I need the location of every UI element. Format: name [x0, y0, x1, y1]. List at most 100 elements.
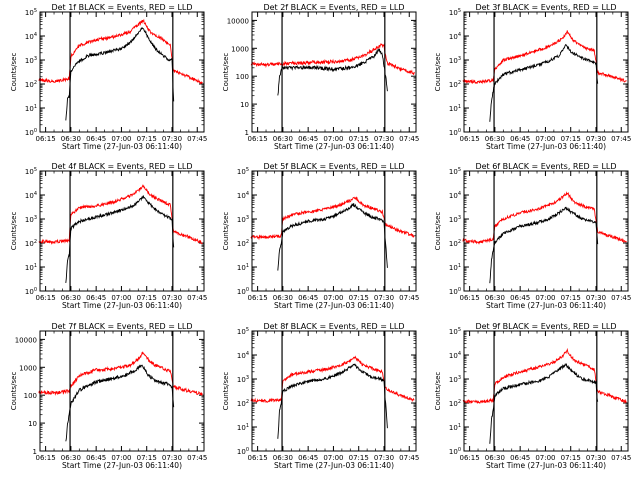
y-tick-label: 104: [237, 191, 249, 200]
panel-title: Det 7f BLACK = Events, RED = LLD: [51, 322, 192, 331]
x-tick-label: 07:00: [535, 294, 555, 302]
plot-frame: [39, 11, 205, 133]
y-axis-label: Counts/sec: [222, 372, 230, 411]
y-tick-label: 100: [237, 447, 249, 456]
y-tick-label: 102: [237, 399, 249, 408]
y-tick-label: 10000: [15, 336, 37, 344]
x-tick-label: 07:45: [187, 294, 207, 302]
x-tick-label: 07:15: [137, 135, 157, 143]
y-tick-label: 1000: [19, 364, 37, 372]
panel-title: Det 8f BLACK = Events, RED = LLD: [263, 322, 404, 331]
y-tick-label: 103: [237, 215, 249, 224]
x-tick-label: 07:00: [535, 135, 555, 143]
x-axis-label: Start Time (27-Jun-03 06:11:40): [62, 301, 182, 310]
y-tick-label: 101: [449, 423, 461, 432]
series-lld-line: [38, 184, 203, 245]
y-tick-label: 103: [25, 215, 37, 224]
x-tick-label: 06:30: [61, 454, 81, 462]
plot-frame: [251, 170, 417, 292]
x-tick-label: 07:15: [561, 294, 581, 302]
series-lld-line: [462, 30, 627, 85]
y-tick-label: 100: [236, 73, 249, 81]
series-events-line: [277, 203, 388, 271]
x-tick-label: 07:15: [349, 454, 369, 462]
y-tick-label: 104: [449, 351, 461, 360]
x-tick-label: 06:45: [86, 135, 106, 143]
panel-7: Det 7f BLACK = Events, RED = LLD Counts/s…: [10, 322, 207, 470]
x-tick-label: 06:45: [510, 135, 530, 143]
y-tick-label: 100: [449, 447, 461, 456]
x-axis-label: Start Time (27-Jun-03 06:11:40): [274, 301, 394, 310]
y-tick-label: 104: [25, 191, 37, 200]
y-tick-label: 104: [449, 32, 461, 41]
x-tick-label: 06:45: [86, 294, 106, 302]
y-tick-label: 105: [25, 167, 37, 176]
x-tick-label: 07:00: [111, 454, 131, 462]
x-tick-label: 07:45: [187, 135, 207, 143]
y-tick-label: 103: [449, 215, 461, 224]
x-tick-label: 07:45: [399, 454, 419, 462]
series-lld-line: [250, 355, 415, 404]
y-tick-label: 103: [449, 375, 461, 384]
y-tick-label: 102: [449, 239, 461, 248]
y-tick-label: 1: [33, 448, 37, 456]
y-tick-label: 10000: [227, 17, 249, 25]
y-tick-label: 103: [25, 56, 37, 65]
panel-title: Det 9f BLACK = Events, RED = LLD: [475, 322, 616, 331]
x-tick-label: 06:15: [248, 454, 268, 462]
x-tick-label: 06:45: [510, 294, 530, 302]
series-lld-line: [250, 42, 415, 76]
x-tick-label: 06:15: [36, 454, 56, 462]
x-tick-label: 06:45: [298, 135, 318, 143]
series-events-line: [489, 206, 599, 284]
panel-title: Det 3f BLACK = Events, RED = LLD: [475, 3, 616, 12]
y-axis-label: Counts/sec: [434, 212, 442, 251]
y-axis-label: Counts/sec: [222, 53, 230, 92]
series-lld-line: [462, 347, 627, 405]
plot-frame: [251, 11, 417, 133]
y-tick-label: 102: [449, 80, 461, 89]
y-tick-label: 100: [449, 128, 461, 137]
plot-frame: [251, 330, 417, 452]
y-tick-label: 102: [237, 239, 249, 248]
plot-frame: [39, 330, 205, 452]
series-lld-line: [38, 18, 203, 85]
x-axis-label: Start Time (27-Jun-03 06:11:40): [486, 461, 606, 470]
y-tick-label: 102: [25, 239, 37, 248]
panel-title: Det 1f BLACK = Events, RED = LLD: [51, 3, 192, 12]
x-tick-label: 07:15: [349, 294, 369, 302]
y-tick-label: 102: [25, 80, 37, 89]
x-tick-label: 07:30: [586, 294, 606, 302]
x-tick-label: 06:15: [460, 294, 480, 302]
x-tick-label: 07:45: [611, 294, 631, 302]
y-tick-label: 105: [237, 327, 249, 336]
x-tick-label: 07:30: [374, 135, 394, 143]
x-tick-label: 07:45: [187, 454, 207, 462]
x-tick-label: 06:15: [248, 135, 268, 143]
panel-9: Det 9f BLACK = Events, RED = LLD Counts/s…: [434, 322, 631, 470]
x-axis-label: Start Time (27-Jun-03 06:11:40): [62, 142, 182, 151]
y-tick-label: 101: [25, 263, 37, 272]
y-axis-label: Counts/sec: [10, 372, 18, 411]
x-tick-label: 07:00: [111, 135, 131, 143]
y-tick-label: 102: [449, 399, 461, 408]
y-axis-label: Counts/sec: [10, 53, 18, 92]
x-tick-label: 06:30: [61, 294, 81, 302]
x-tick-label: 07:45: [399, 294, 419, 302]
x-axis-label: Start Time (27-Jun-03 06:11:40): [486, 142, 606, 151]
x-tick-label: 07:00: [535, 454, 555, 462]
x-tick-label: 06:45: [510, 454, 530, 462]
y-axis-label: Counts/sec: [222, 212, 230, 251]
x-tick-label: 06:15: [460, 454, 480, 462]
panel-5: Det 5f BLACK = Events, RED = LLD Counts/s…: [222, 162, 419, 310]
x-tick-label: 06:30: [485, 294, 505, 302]
y-tick-label: 100: [25, 128, 37, 137]
series-lld-line: [462, 191, 627, 245]
x-axis-label: Start Time (27-Jun-03 06:11:40): [274, 142, 394, 151]
x-tick-label: 06:30: [485, 135, 505, 143]
y-axis-label: Counts/sec: [434, 372, 442, 411]
x-tick-label: 06:45: [86, 454, 106, 462]
x-tick-label: 07:15: [349, 135, 369, 143]
y-tick-label: 101: [449, 104, 461, 113]
panel-8: Det 8f BLACK = Events, RED = LLD Counts/s…: [222, 322, 419, 470]
